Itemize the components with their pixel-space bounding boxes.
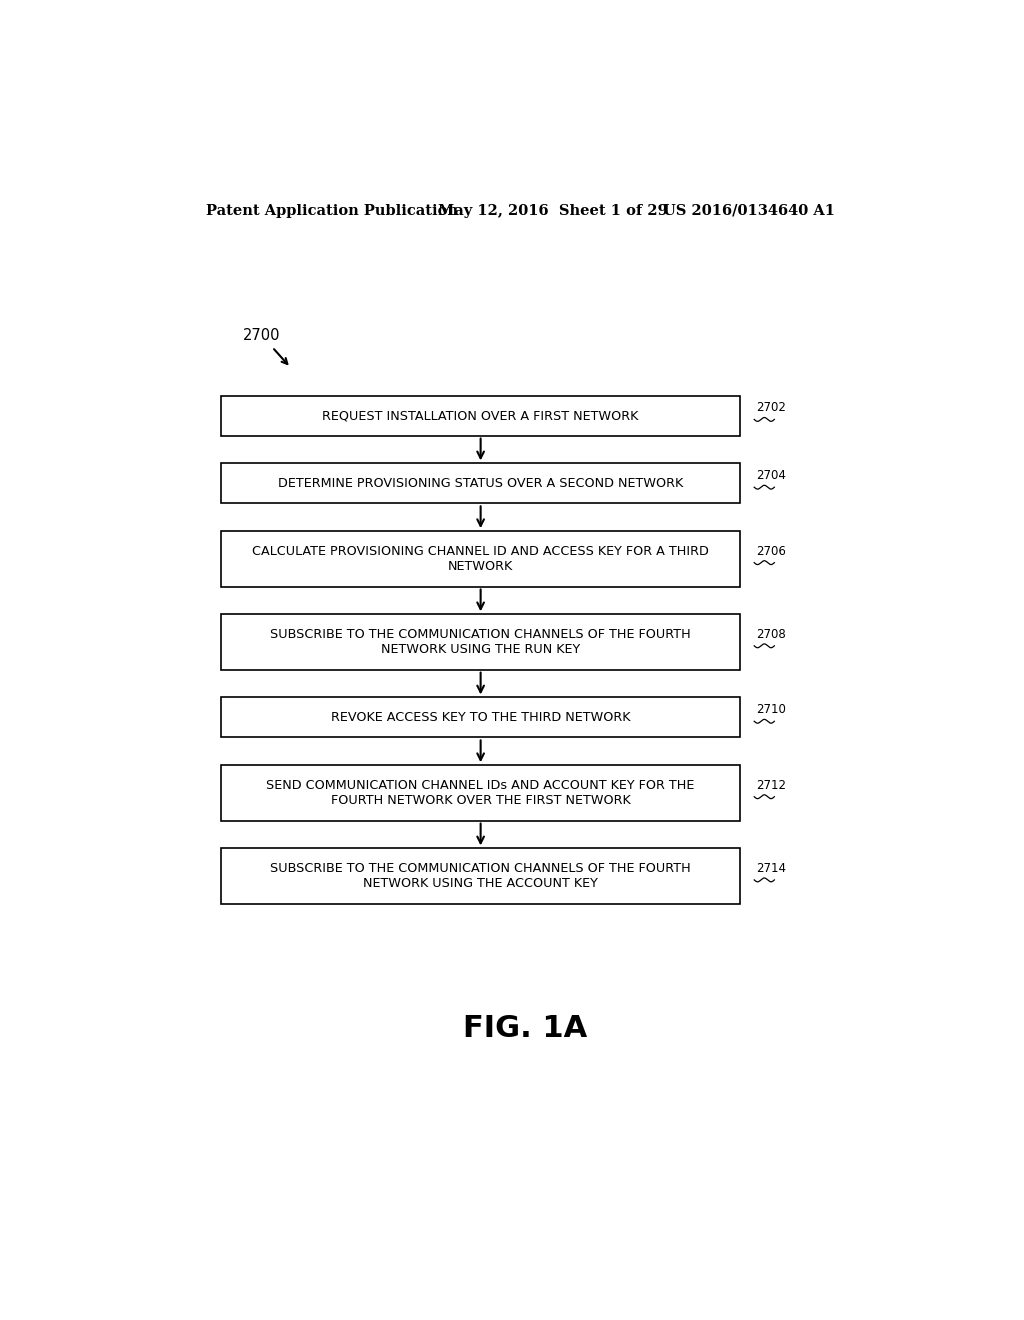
Text: 2702: 2702 bbox=[756, 401, 785, 414]
Text: Patent Application Publication: Patent Application Publication bbox=[206, 203, 458, 218]
Bar bbox=[221, 531, 740, 586]
Text: 2712: 2712 bbox=[756, 779, 785, 792]
Text: DETERMINE PROVISIONING STATUS OVER A SECOND NETWORK: DETERMINE PROVISIONING STATUS OVER A SEC… bbox=[278, 477, 683, 490]
Text: US 2016/0134640 A1: US 2016/0134640 A1 bbox=[663, 203, 835, 218]
Bar bbox=[221, 396, 740, 436]
Text: 2714: 2714 bbox=[756, 862, 785, 875]
Bar bbox=[221, 849, 740, 904]
Text: FIG. 1A: FIG. 1A bbox=[463, 1014, 587, 1043]
Text: SEND COMMUNICATION CHANNEL IDs AND ACCOUNT KEY FOR THE
FOURTH NETWORK OVER THE F: SEND COMMUNICATION CHANNEL IDs AND ACCOU… bbox=[266, 779, 695, 807]
Bar bbox=[221, 766, 740, 821]
Text: REQUEST INSTALLATION OVER A FIRST NETWORK: REQUEST INSTALLATION OVER A FIRST NETWOR… bbox=[323, 409, 639, 422]
Text: May 12, 2016  Sheet 1 of 29: May 12, 2016 Sheet 1 of 29 bbox=[438, 203, 668, 218]
Text: 2706: 2706 bbox=[756, 545, 785, 557]
Text: SUBSCRIBE TO THE COMMUNICATION CHANNELS OF THE FOURTH
NETWORK USING THE RUN KEY: SUBSCRIBE TO THE COMMUNICATION CHANNELS … bbox=[270, 628, 691, 656]
Bar bbox=[221, 614, 740, 669]
Text: 2700: 2700 bbox=[243, 327, 281, 343]
Bar bbox=[221, 463, 740, 503]
Text: SUBSCRIBE TO THE COMMUNICATION CHANNELS OF THE FOURTH
NETWORK USING THE ACCOUNT : SUBSCRIBE TO THE COMMUNICATION CHANNELS … bbox=[270, 862, 691, 890]
Text: CALCULATE PROVISIONING CHANNEL ID AND ACCESS KEY FOR A THIRD
NETWORK: CALCULATE PROVISIONING CHANNEL ID AND AC… bbox=[252, 545, 709, 573]
Text: 2704: 2704 bbox=[756, 469, 785, 482]
Text: 2710: 2710 bbox=[756, 704, 785, 717]
Text: 2708: 2708 bbox=[756, 628, 785, 640]
Bar bbox=[221, 697, 740, 738]
Text: REVOKE ACCESS KEY TO THE THIRD NETWORK: REVOKE ACCESS KEY TO THE THIRD NETWORK bbox=[331, 711, 631, 723]
